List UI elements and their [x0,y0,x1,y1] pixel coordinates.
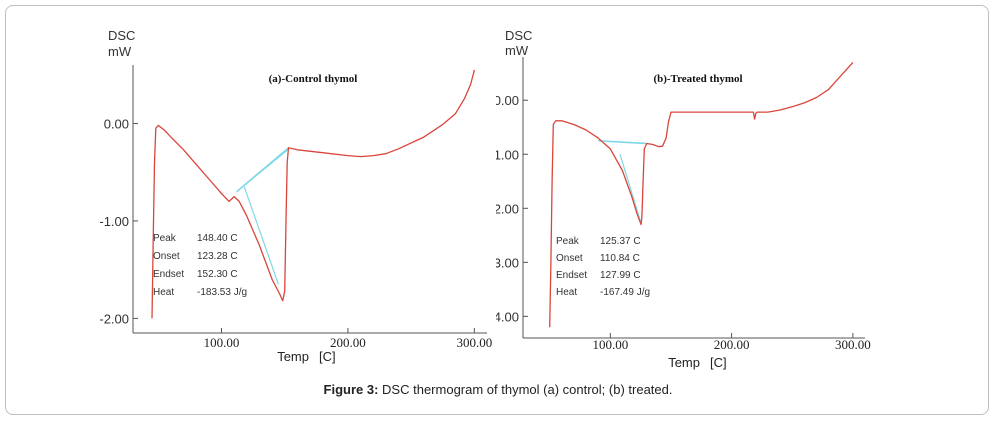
x-tick-label: 200.00 [714,337,750,352]
figure-caption: Figure 3: DSC thermogram of thymol (a) c… [0,382,996,397]
annotation-key-onset: Onset [556,253,583,264]
x-tick-label: 100.00 [592,337,628,352]
annotation-value-endset: 127.99 C [600,270,641,281]
annotation-key-endset: Endset [556,270,587,281]
onset-tangent-line [236,149,289,193]
annotation-key-onset: Onset [153,251,180,262]
annotation-value-peak: 148.40 C [197,233,238,244]
y-tick-label: -1.00 [496,147,519,162]
chart-title: (b)-Treated thymol [653,73,742,85]
annotation-value-peak: 125.37 C [600,236,641,247]
peak-tangent-line [619,154,642,222]
x-tick-label: 300.00 [835,337,871,352]
x-axis-unit: [C] [710,355,727,370]
y-tick-label: -4.00 [496,309,519,324]
x-axis-title: Temp [277,349,309,364]
y-tick-label: -2.00 [496,201,519,216]
annotation-value-heat: -167.49 J/g [600,287,650,298]
annotation-value-onset: 123.28 C [197,251,238,262]
caption-text: DSC thermogram of thymol (a) control; (b… [382,382,673,397]
y-axis-quantity: DSC [505,28,532,43]
y-tick-label: 0.00 [496,93,519,108]
y-tick-label: -2.00 [99,311,129,326]
onset-tangent-line [604,140,645,145]
annotation-value-endset: 152.30 C [197,269,238,280]
annotation-value-onset: 110.84 C [600,253,640,264]
y-tick-label: 0.00 [104,116,129,131]
y-tick-label: -1.00 [99,214,129,229]
annotation-key-peak: Peak [556,236,580,247]
y-axis-unit: mW [108,44,132,59]
caption-label: Figure 3: [323,382,379,397]
chart-title: (a)-Control thymol [269,73,358,85]
y-axis-unit: mW [505,43,529,58]
annotation-key-heat: Heat [153,287,174,298]
x-axis-unit: [C] [319,349,336,364]
dsc-curve [549,61,854,328]
y-tick-label: -3.00 [496,255,519,270]
figure-frame [5,5,989,415]
y-axis-quantity: DSC [108,28,135,43]
annotation-key-endset: Endset [153,269,184,280]
annotation-value-heat: -183.53 J/g [197,287,247,298]
x-tick-label: 100.00 [204,335,240,350]
peak-tangent-line [243,186,279,285]
annotation-key-heat: Heat [556,287,577,298]
x-tick-label: 300.00 [456,335,492,350]
x-tick-label: 200.00 [330,335,366,350]
annotation-key-peak: Peak [153,233,177,244]
dsc-curve [151,69,476,319]
x-axis-title: Temp [668,355,700,370]
